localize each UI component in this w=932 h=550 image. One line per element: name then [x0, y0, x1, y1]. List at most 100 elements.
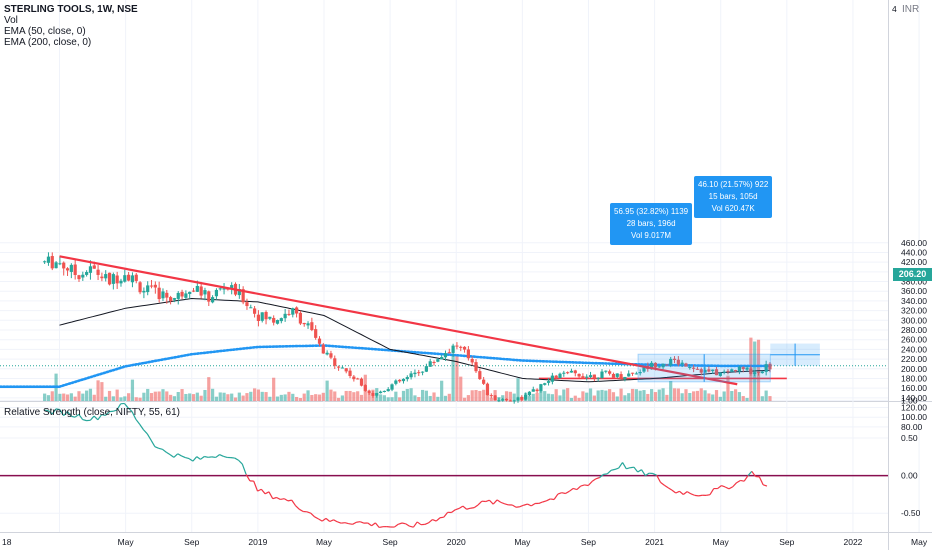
volume-bar — [401, 390, 406, 401]
candle-body — [581, 376, 585, 379]
volume-bar — [306, 390, 310, 401]
time-tick-label: 2020 — [447, 537, 466, 547]
volume-bar — [214, 396, 219, 401]
volume-bar — [172, 396, 177, 401]
volume-bar — [596, 390, 600, 401]
measure-2-line1: 46.10 (21.57%) 922 — [698, 180, 769, 189]
rs-line-segment — [139, 423, 144, 431]
rs-line-segment — [724, 486, 730, 490]
price-tick-label: 200.00 — [901, 364, 927, 374]
candle-body — [306, 323, 310, 326]
downtrend-line — [59, 255, 738, 386]
rs-line-segment — [466, 507, 471, 510]
volume-bar — [233, 397, 238, 401]
rs-line-segment — [686, 491, 692, 495]
candle-body — [314, 329, 318, 338]
rs-line-segment — [337, 521, 342, 524]
rs-line-segment — [211, 456, 216, 459]
candle-body — [386, 389, 390, 392]
candle-body — [504, 398, 509, 401]
rs-line-segment — [82, 419, 87, 422]
candle-body — [283, 313, 287, 319]
candle-body — [188, 291, 192, 294]
rs-line-segment — [51, 408, 57, 415]
rs-line-segment — [188, 458, 194, 462]
rs-line-segment — [280, 498, 285, 501]
volume-bar — [638, 390, 642, 401]
volume-bar — [230, 393, 234, 401]
rs-line-segment — [732, 482, 738, 488]
candle-body — [474, 362, 478, 372]
volume-bar — [73, 396, 77, 401]
price-tick-label: 100.00 — [901, 412, 927, 422]
rs-line-segment — [603, 473, 608, 475]
rs-line-segment — [656, 475, 662, 483]
volume-bar — [77, 391, 81, 401]
candle-body — [768, 363, 772, 370]
rs-line-segment — [200, 456, 205, 460]
price-tick-label: 320.00 — [901, 306, 927, 316]
volume-bar — [283, 394, 287, 401]
volume-bar — [134, 397, 138, 401]
price-tick-label: 240.00 — [901, 344, 927, 354]
candle-body — [424, 366, 428, 372]
price-tick-label: 180.00 — [901, 373, 927, 383]
candle-body — [638, 372, 642, 374]
rs-line-segment — [55, 408, 60, 411]
volume-bar — [676, 388, 680, 401]
candle-body — [558, 373, 562, 379]
volume-bar — [646, 393, 650, 401]
volume-bar — [581, 391, 585, 401]
rs-line-segment — [310, 512, 315, 518]
rs-line-segment — [523, 503, 528, 506]
volume-bar — [359, 394, 364, 401]
volume-bar — [161, 389, 165, 401]
candle-body — [260, 312, 264, 321]
rs-line-segment — [219, 454, 224, 457]
rs-line-segment — [751, 470, 757, 477]
rs-line-segment — [709, 488, 715, 496]
rs-line-segment — [264, 491, 270, 495]
rs-line-segment — [97, 414, 103, 421]
volume-bar — [608, 389, 612, 401]
rs-line-segment — [550, 498, 555, 501]
volume-bar — [165, 391, 169, 401]
volume-bar — [760, 396, 764, 401]
volume-bar — [188, 393, 192, 401]
volume-bar — [558, 395, 562, 401]
volume-bar — [191, 394, 196, 401]
volume-bar — [634, 389, 638, 401]
volume-bar — [569, 397, 574, 401]
volume-bar — [317, 394, 322, 401]
volume-bar — [96, 380, 100, 401]
rs-line-segment — [185, 457, 190, 460]
volume-bar — [451, 356, 455, 401]
last-price-label: 206.20 — [893, 268, 932, 281]
rs-line-segment — [690, 493, 695, 496]
rs-line-segment — [105, 411, 110, 416]
rs-line-segment — [587, 481, 593, 486]
rs-line-segment — [763, 484, 768, 487]
rs-line-segment — [359, 521, 365, 524]
volume-bar — [104, 396, 108, 401]
volume-bar — [287, 391, 291, 401]
rs-line-segment — [664, 484, 669, 489]
candle-body — [378, 391, 383, 394]
volume-bar — [302, 393, 306, 401]
volume-bar — [730, 391, 734, 401]
candle-body — [432, 361, 436, 363]
rs-line-segment — [371, 522, 376, 527]
volume-bar — [298, 397, 303, 401]
measure-1-line2: 28 bars, 196d — [626, 219, 676, 228]
candle-body — [665, 364, 669, 366]
volume-bar — [325, 380, 329, 401]
candle-body — [531, 389, 535, 392]
candle-body — [348, 370, 352, 376]
volume-bar — [394, 391, 398, 401]
time-tick-label: Sep — [184, 537, 199, 547]
volume-bar — [573, 395, 577, 401]
candle-body — [321, 344, 325, 354]
volume-bar — [734, 389, 738, 401]
volume-bar — [424, 390, 428, 401]
